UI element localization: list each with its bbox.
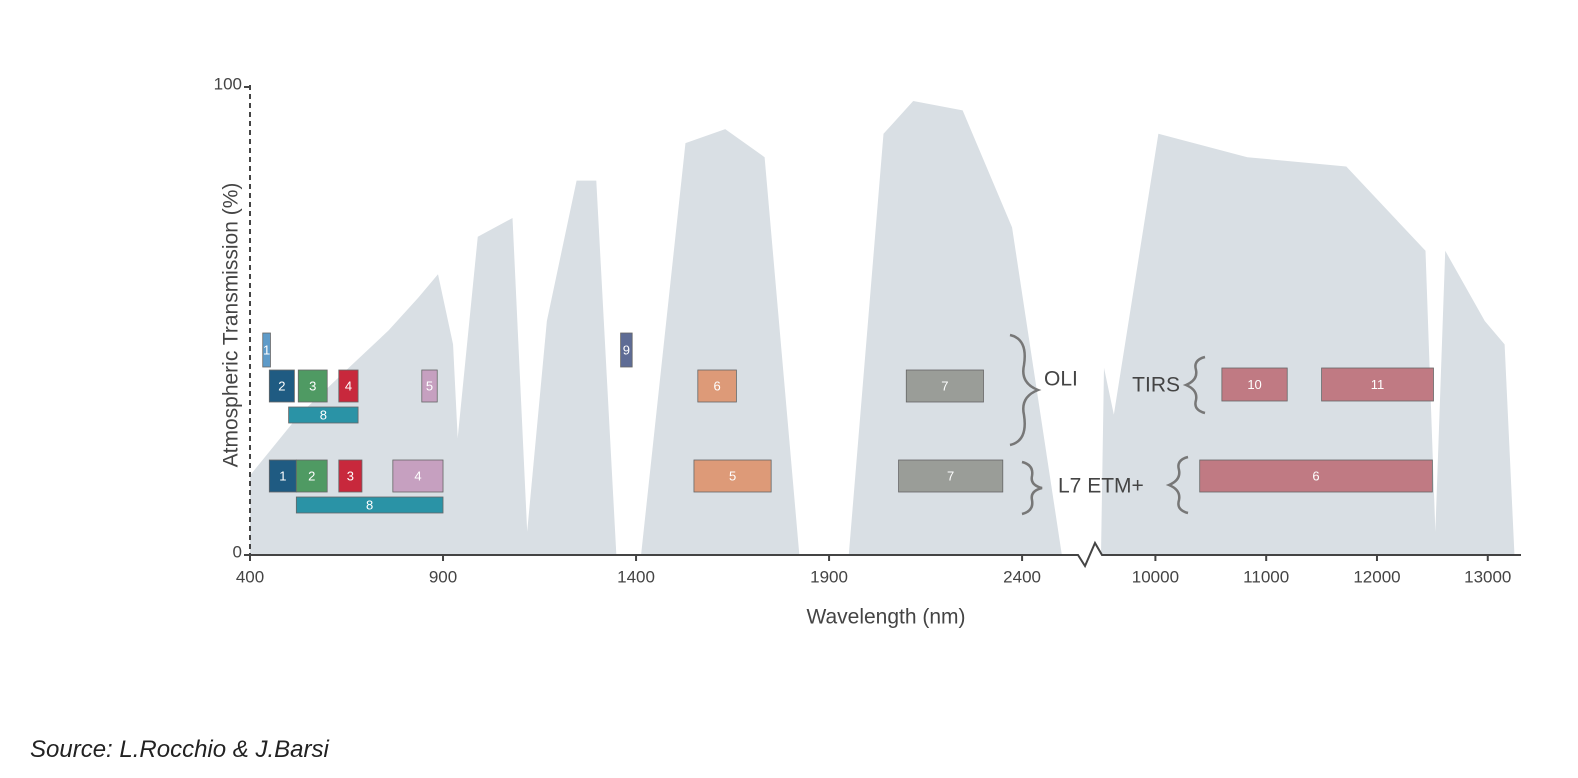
y-tick-label: 100 <box>214 74 242 93</box>
band-layer: OLI 1 9 2 3 4 5 6 7 8 TIRS 10 11 L7 ETM+ 1 2 3 4 5 7 6 8 <box>262 332 1434 514</box>
band <box>620 332 633 368</box>
band-label: 6 <box>1312 468 1319 483</box>
band <box>295 459 328 493</box>
x-tick-label: 12000 <box>1353 567 1400 586</box>
x-tick-label: 400 <box>236 567 264 586</box>
chart: Atmospheric Transmission (%) Wavelength … <box>214 74 1521 629</box>
band <box>295 496 444 514</box>
brace <box>1021 460 1043 516</box>
x-tick-label: 10000 <box>1132 567 1179 586</box>
x-tick-label: 900 <box>429 567 457 586</box>
band <box>1221 367 1288 402</box>
band-label: 7 <box>947 468 954 483</box>
band <box>1321 367 1434 402</box>
band <box>1199 459 1433 493</box>
source: Source: L.Rocchio & J.Barsi <box>30 736 329 763</box>
band <box>697 369 737 403</box>
band-label: 8 <box>366 497 373 512</box>
band-label: 4 <box>414 468 421 483</box>
transmission-area <box>1100 133 1515 556</box>
band-label: 1 <box>263 342 270 357</box>
y-tick-label: 0 <box>233 542 242 561</box>
area-layer <box>250 101 1515 556</box>
band-label: 10 <box>1247 377 1261 392</box>
x-tick-label: 1900 <box>810 567 848 586</box>
band-label: 9 <box>623 342 630 357</box>
band-label: 4 <box>345 378 352 393</box>
band-label: 1 <box>279 468 286 483</box>
braces <box>1009 333 1206 516</box>
band <box>421 369 438 403</box>
sensor-label: OLI <box>1044 368 1078 391</box>
band <box>693 459 772 493</box>
x-axis-label: Wavelength (nm) <box>806 606 965 629</box>
band <box>338 369 359 403</box>
band-label: 3 <box>347 468 354 483</box>
band-label: 7 <box>941 378 948 393</box>
x-tick-label: 1400 <box>617 567 655 586</box>
transmission-area <box>250 101 1062 555</box>
band-label: 3 <box>309 378 316 393</box>
band <box>338 459 363 493</box>
brace <box>1165 455 1189 515</box>
band-label: 2 <box>308 468 315 483</box>
band <box>392 459 444 493</box>
x-tick-label: 2400 <box>1003 567 1041 586</box>
band-label: 11 <box>1371 377 1385 392</box>
band <box>297 369 328 403</box>
band <box>288 406 359 424</box>
band <box>905 369 984 403</box>
brace <box>1009 333 1042 447</box>
sensor-label: L7 ETM+ <box>1058 475 1144 498</box>
band-label: 6 <box>713 378 720 393</box>
y-axis-label: Atmospheric Transmission (%) <box>220 183 243 468</box>
x-tick-label: 11000 <box>1243 567 1289 586</box>
x-tick-label: 13000 <box>1464 567 1511 586</box>
band-label: 8 <box>320 407 327 422</box>
sensor-label: TIRS <box>1132 374 1180 397</box>
band <box>898 459 1004 493</box>
band-label: 2 <box>278 378 285 393</box>
band-label: 5 <box>426 378 433 393</box>
band <box>268 369 295 403</box>
band-label: 5 <box>729 468 736 483</box>
band <box>262 332 271 368</box>
brace <box>1182 355 1206 415</box>
x-axis <box>250 540 1521 569</box>
